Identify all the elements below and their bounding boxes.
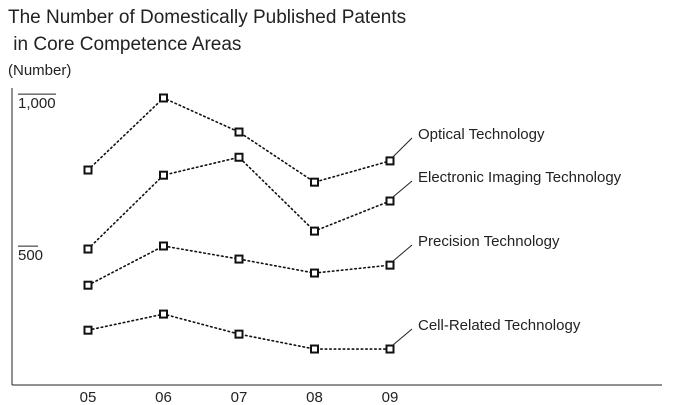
marker — [234, 152, 244, 162]
marker — [83, 244, 93, 254]
marker — [310, 177, 319, 187]
series-label: Cell-Related Technology — [418, 317, 581, 334]
marker — [385, 260, 395, 270]
marker — [385, 344, 395, 354]
series-label: Electronic Imaging Technology — [418, 169, 622, 186]
marker — [234, 254, 244, 264]
y-tick-label: 1,000 — [18, 95, 56, 112]
x-tick-label: 09 — [382, 389, 399, 405]
label-leader — [392, 328, 413, 346]
marker — [234, 329, 244, 339]
marker — [234, 127, 244, 137]
marker — [159, 170, 168, 180]
series-label: Precision Technology — [418, 233, 560, 250]
marker — [159, 93, 168, 103]
label-leader — [392, 180, 413, 198]
x-tick-label: 06 — [155, 389, 172, 405]
y-axis-label: (Number) — [8, 62, 71, 79]
marker — [83, 165, 93, 175]
x-tick-label: 07 — [231, 389, 248, 405]
marker — [83, 280, 93, 290]
series-label: Optical Technology — [418, 126, 545, 143]
series-line — [87, 245, 391, 287]
marker — [385, 196, 395, 206]
marker — [159, 241, 168, 251]
series-line — [87, 313, 391, 350]
chart-title: The Number of Domestically Published Pat… — [8, 7, 406, 28]
series-line — [87, 156, 391, 250]
label-leader — [392, 244, 413, 262]
marker — [83, 325, 93, 335]
marker — [310, 226, 319, 236]
chart-subtitle: in Core Competence Areas — [8, 34, 241, 55]
marker — [310, 268, 319, 278]
marker — [159, 309, 168, 319]
marker — [310, 344, 319, 354]
x-tick-label: 08 — [306, 389, 323, 405]
marker — [385, 156, 395, 166]
y-tick-label: 500 — [18, 247, 43, 264]
series-line — [87, 97, 391, 184]
x-tick-label: 05 — [80, 389, 97, 405]
label-leader — [392, 137, 413, 158]
